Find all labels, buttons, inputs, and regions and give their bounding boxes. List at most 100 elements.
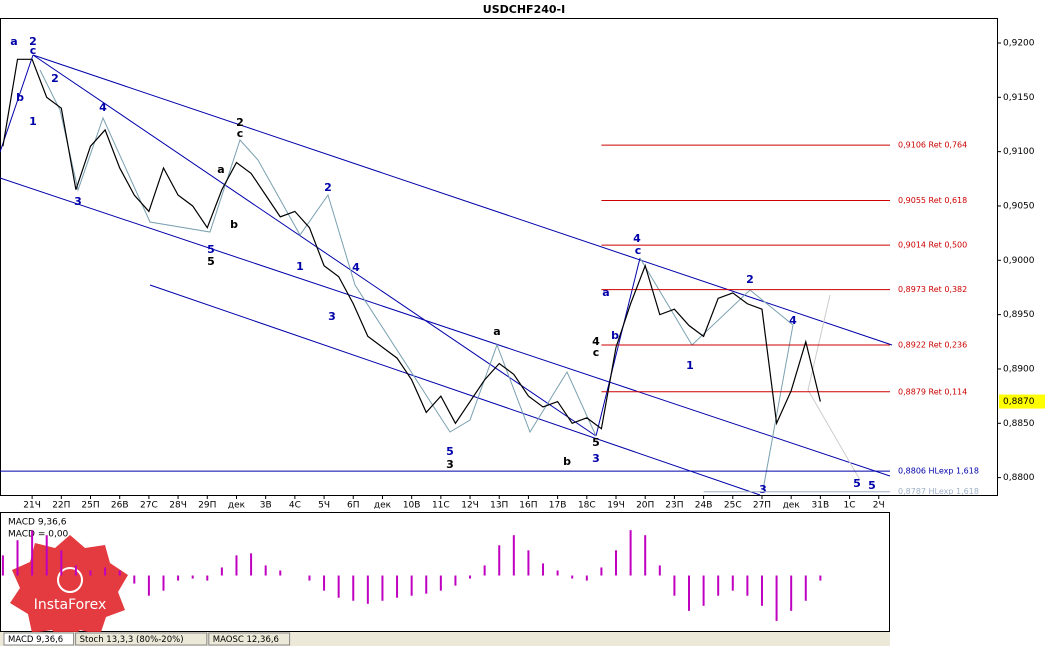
wave-label: 4 [592, 335, 600, 348]
macd-readout: MACD = 0,00 [8, 530, 69, 540]
x-tick-label: 23П [665, 501, 683, 511]
wave-label: 2 [324, 181, 332, 194]
y-tick-label: 0,9150 [1003, 93, 1035, 103]
wave-label: 1 [686, 359, 694, 372]
wave-label: 2 [236, 116, 244, 129]
x-tick-label: 31В [812, 501, 830, 511]
wave-label: 4 [352, 261, 360, 274]
wave-label: 3 [74, 195, 82, 208]
x-tick-label: 12Ч [461, 501, 479, 511]
wave-label: 4 [789, 314, 797, 327]
price-line [2, 58, 821, 430]
x-tick-label: 21Ч [23, 501, 41, 511]
tab-label[interactable]: MAOSC 12,36,6 [213, 635, 279, 645]
y-tick-label: 0,8950 [1003, 310, 1035, 320]
x-tick-label: дек [783, 501, 801, 511]
channel-line [32, 54, 893, 346]
wave-label: b [16, 91, 24, 104]
wave-label: 1 [296, 260, 304, 273]
wave-label: a [493, 325, 500, 338]
y-tick-label: 0,9200 [1003, 38, 1035, 48]
x-tick-label: 2Ч [873, 501, 885, 511]
channel-line [149, 284, 761, 496]
x-tick-label: 24В [695, 501, 713, 511]
x-tick-label: 26В [111, 501, 129, 511]
watermark: InstaForex [10, 535, 128, 645]
trend-lines [0, 54, 893, 496]
wave-label: 2 [51, 72, 59, 85]
x-tick-label: 4С [289, 501, 301, 511]
wave-label: 4 [633, 232, 641, 245]
wave-label: c [237, 127, 244, 140]
wave-line [32, 54, 597, 437]
x-tick-label: 6П [347, 501, 360, 511]
projection [807, 294, 831, 391]
wave-label: 5 [853, 477, 861, 490]
x-tick-label: 5Ч [318, 501, 330, 511]
x-tick-label: 13П [490, 501, 508, 511]
wave-label: 5 [207, 243, 215, 256]
wave-label: a [10, 35, 17, 48]
macd-panel [0, 512, 890, 632]
x-tick-label: 18С [578, 501, 596, 511]
wave-label: b [230, 218, 238, 231]
wave-label: 2 [29, 35, 37, 48]
wave-label: c [635, 244, 642, 257]
x-tick-label: 17В [549, 501, 567, 511]
wave-label: 5 [592, 436, 600, 449]
y-tick-label: 0,9050 [1003, 201, 1035, 211]
level-label: 0,8879 Ret 0,114 [898, 387, 967, 396]
tab[interactable] [208, 632, 291, 646]
level-label: 0,8806 HLexp 1,618 [898, 467, 979, 476]
wave-label: 5 [446, 445, 454, 458]
tab-label[interactable]: MACD 9,36,6 [8, 635, 63, 645]
y-tick-label: 0,8850 [1003, 419, 1035, 429]
wave-line [595, 257, 641, 437]
wave-label: a [602, 286, 609, 299]
x-tick-label: 11С [432, 501, 450, 511]
wave-label: a [217, 163, 224, 176]
wave-label: 5 [207, 255, 215, 268]
x-tick-label: 10В [403, 501, 421, 511]
channel-line [0, 177, 891, 477]
level-label: 0,8973 Ret 0,382 [898, 285, 967, 294]
x-tick-label: 22П [52, 501, 70, 511]
x-tick-label: 25П [81, 501, 99, 511]
macd-title: MACD 9,36,6 [8, 518, 67, 528]
tab[interactable] [75, 632, 208, 646]
logo [57, 567, 83, 593]
x-tick-label: 27С [140, 501, 158, 511]
wave-label: 1 [29, 115, 37, 128]
wave-line [0, 54, 34, 153]
current-price-label: 0,8870 [1003, 397, 1035, 407]
x-tick-label: 27П [753, 501, 771, 511]
wave-label: b [563, 455, 571, 468]
x-tick-label: 25С [724, 501, 742, 511]
wave-label: c [30, 44, 37, 57]
chart-title: USDCHF240-I [483, 3, 565, 16]
level-label: 0,9055 Ret 0,618 [898, 196, 967, 205]
wave-label: 3 [592, 452, 600, 465]
wave-label: 4 [99, 101, 107, 114]
x-tick-label: 20П [636, 501, 654, 511]
x-tick-label: 29П [198, 501, 216, 511]
tab[interactable] [3, 632, 75, 646]
x-tick-label: дек [374, 501, 392, 511]
tab-label[interactable]: Stoch 13,3,3 (80%-20%) [80, 635, 184, 645]
x-tick-label: дек [228, 501, 246, 511]
wave-label: 3 [759, 483, 767, 496]
level-label: 0,8922 Ret 0,236 [898, 341, 967, 350]
y-tick-label: 0,9100 [1003, 147, 1035, 157]
y-tick-label: 0,8800 [1003, 473, 1035, 483]
watermark-text: InstaForex [34, 597, 107, 613]
wave-label: b [611, 329, 619, 342]
wave-label: 2 [746, 273, 754, 286]
level-label: 0,9014 Ret 0,500 [898, 241, 967, 250]
wave-label: 3 [328, 310, 336, 323]
projection [807, 389, 861, 481]
badge [10, 535, 128, 645]
level-label: 0,9106 Ret 0,764 [898, 141, 967, 150]
y-tick-label: 0,9000 [1003, 256, 1035, 266]
